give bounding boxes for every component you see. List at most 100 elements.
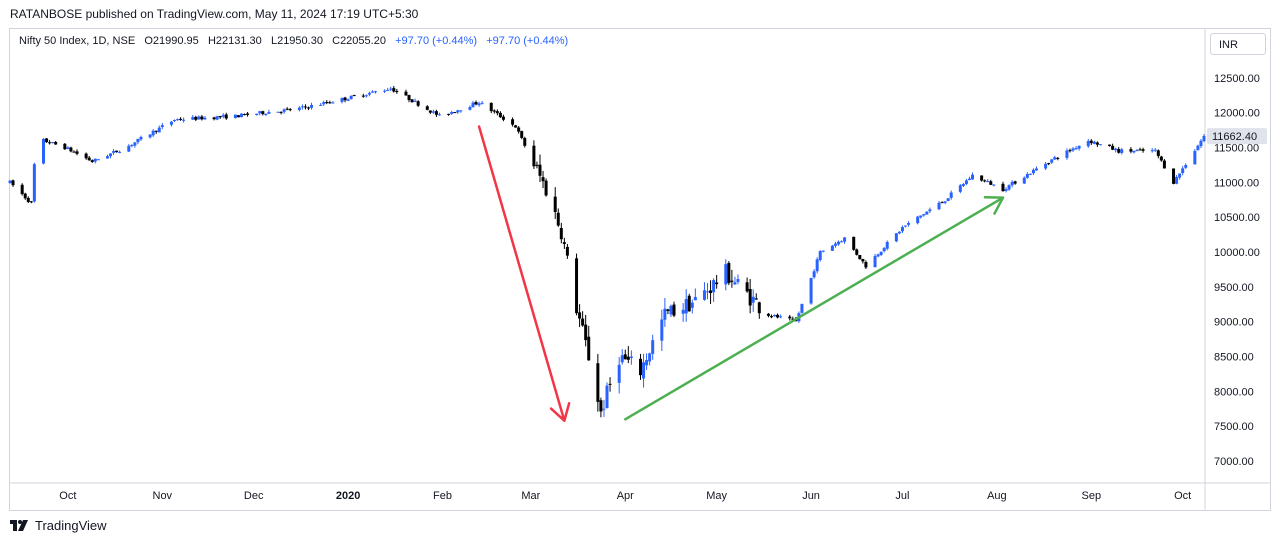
candle-down: [352, 95, 356, 97]
candle-up: [937, 202, 941, 210]
candle-up: [51, 142, 55, 144]
candle-up: [992, 184, 996, 186]
candle-down: [72, 151, 76, 153]
up-arrow-line: [624, 196, 1005, 421]
candle-down: [575, 258, 579, 314]
candle-down: [1117, 148, 1121, 153]
candle-down: [84, 153, 88, 159]
candle-down: [596, 363, 600, 402]
candle-down: [989, 181, 993, 185]
tradingview-logo-icon[interactable]: [10, 519, 30, 532]
candle-up: [894, 233, 898, 242]
candle-up: [203, 117, 207, 120]
footer: TradingView: [10, 518, 107, 533]
candle-down: [428, 110, 432, 113]
price-tick-label: 8500.00: [1214, 352, 1254, 364]
candle-up: [967, 178, 971, 181]
candle-down: [855, 249, 859, 255]
candle-up: [736, 279, 740, 282]
candle-down: [544, 180, 548, 196]
candle-down: [20, 184, 24, 195]
candle-down: [492, 110, 496, 112]
candle-up: [1135, 150, 1139, 152]
candle-up: [1053, 157, 1057, 160]
candle-up: [873, 256, 877, 268]
candle-up: [904, 225, 907, 227]
candle-up: [779, 316, 783, 318]
annotations: [477, 125, 1005, 422]
currency-button[interactable]: INR: [1210, 33, 1266, 55]
time-axis-label: Feb: [433, 490, 452, 502]
candle-up: [32, 164, 36, 202]
candle-down: [26, 197, 30, 202]
candle-up: [136, 138, 140, 143]
candle-up: [477, 103, 481, 106]
candle-up: [1153, 149, 1157, 151]
candle-down: [279, 111, 283, 113]
open-value: O21990.95: [144, 35, 199, 47]
candle-up: [724, 264, 728, 285]
candle-up: [118, 151, 122, 153]
candle-down: [745, 282, 749, 292]
candle-down: [63, 143, 67, 150]
candle-up: [916, 216, 920, 224]
candle-up: [629, 356, 633, 358]
candle-down: [715, 282, 719, 285]
candle-up: [367, 92, 371, 95]
time-axis-label: Mar: [521, 490, 540, 502]
candle-up: [127, 145, 131, 152]
candle-up: [66, 147, 70, 149]
candle-down: [48, 142, 52, 144]
candle-down: [553, 196, 557, 212]
candle-up: [922, 214, 926, 216]
candle-up: [151, 130, 155, 136]
candle-down: [416, 101, 420, 106]
candle-up: [1132, 150, 1136, 153]
publisher-line: RATANBOSE published on TradingView.com, …: [10, 7, 419, 21]
candle-up: [480, 102, 484, 104]
candle-up: [282, 109, 286, 112]
candle-up: [112, 151, 116, 153]
candle-up: [1199, 140, 1203, 147]
candle-up: [702, 290, 706, 300]
price-tick-label: 11500.00: [1214, 142, 1259, 154]
candle-down: [858, 255, 862, 260]
candle-up: [297, 107, 301, 111]
time-axis-label: Dec: [244, 490, 264, 502]
candle-up: [648, 353, 652, 362]
candle-up: [1178, 173, 1182, 178]
candle-up: [1120, 149, 1124, 153]
candle-down: [447, 113, 451, 115]
candle-up: [148, 134, 152, 138]
candle-down: [864, 262, 868, 268]
tradingview-brand[interactable]: TradingView: [35, 518, 107, 533]
time-axis-label: Oct: [59, 490, 76, 502]
time-axis-label: Apr: [617, 490, 634, 502]
candle-down: [54, 141, 58, 145]
candle-down: [501, 116, 505, 120]
time-axis-label: Oct: [1174, 490, 1191, 502]
candle-down: [425, 106, 429, 110]
candle-up: [1050, 159, 1054, 163]
candle-up: [663, 308, 667, 320]
candle-down: [179, 118, 183, 120]
candle-down: [980, 175, 984, 181]
candle-up: [331, 102, 335, 104]
candle-up: [706, 291, 710, 293]
candle-up: [267, 112, 271, 114]
candle-up: [160, 125, 164, 128]
candle-up: [176, 119, 180, 121]
candle-up: [109, 153, 113, 157]
candle-down: [1108, 144, 1112, 147]
candle-down: [1159, 156, 1163, 161]
candle-up: [233, 114, 237, 119]
candle-down: [194, 116, 198, 120]
symbol-title[interactable]: Nifty 50 Index, 1D, NSE: [19, 35, 136, 47]
candle-down: [325, 102, 329, 104]
candle-up: [1175, 176, 1179, 184]
candle-up: [809, 277, 813, 304]
candle-down: [307, 107, 310, 109]
last-price-marker: 11662.40: [1207, 128, 1267, 145]
candle-up: [876, 254, 880, 257]
